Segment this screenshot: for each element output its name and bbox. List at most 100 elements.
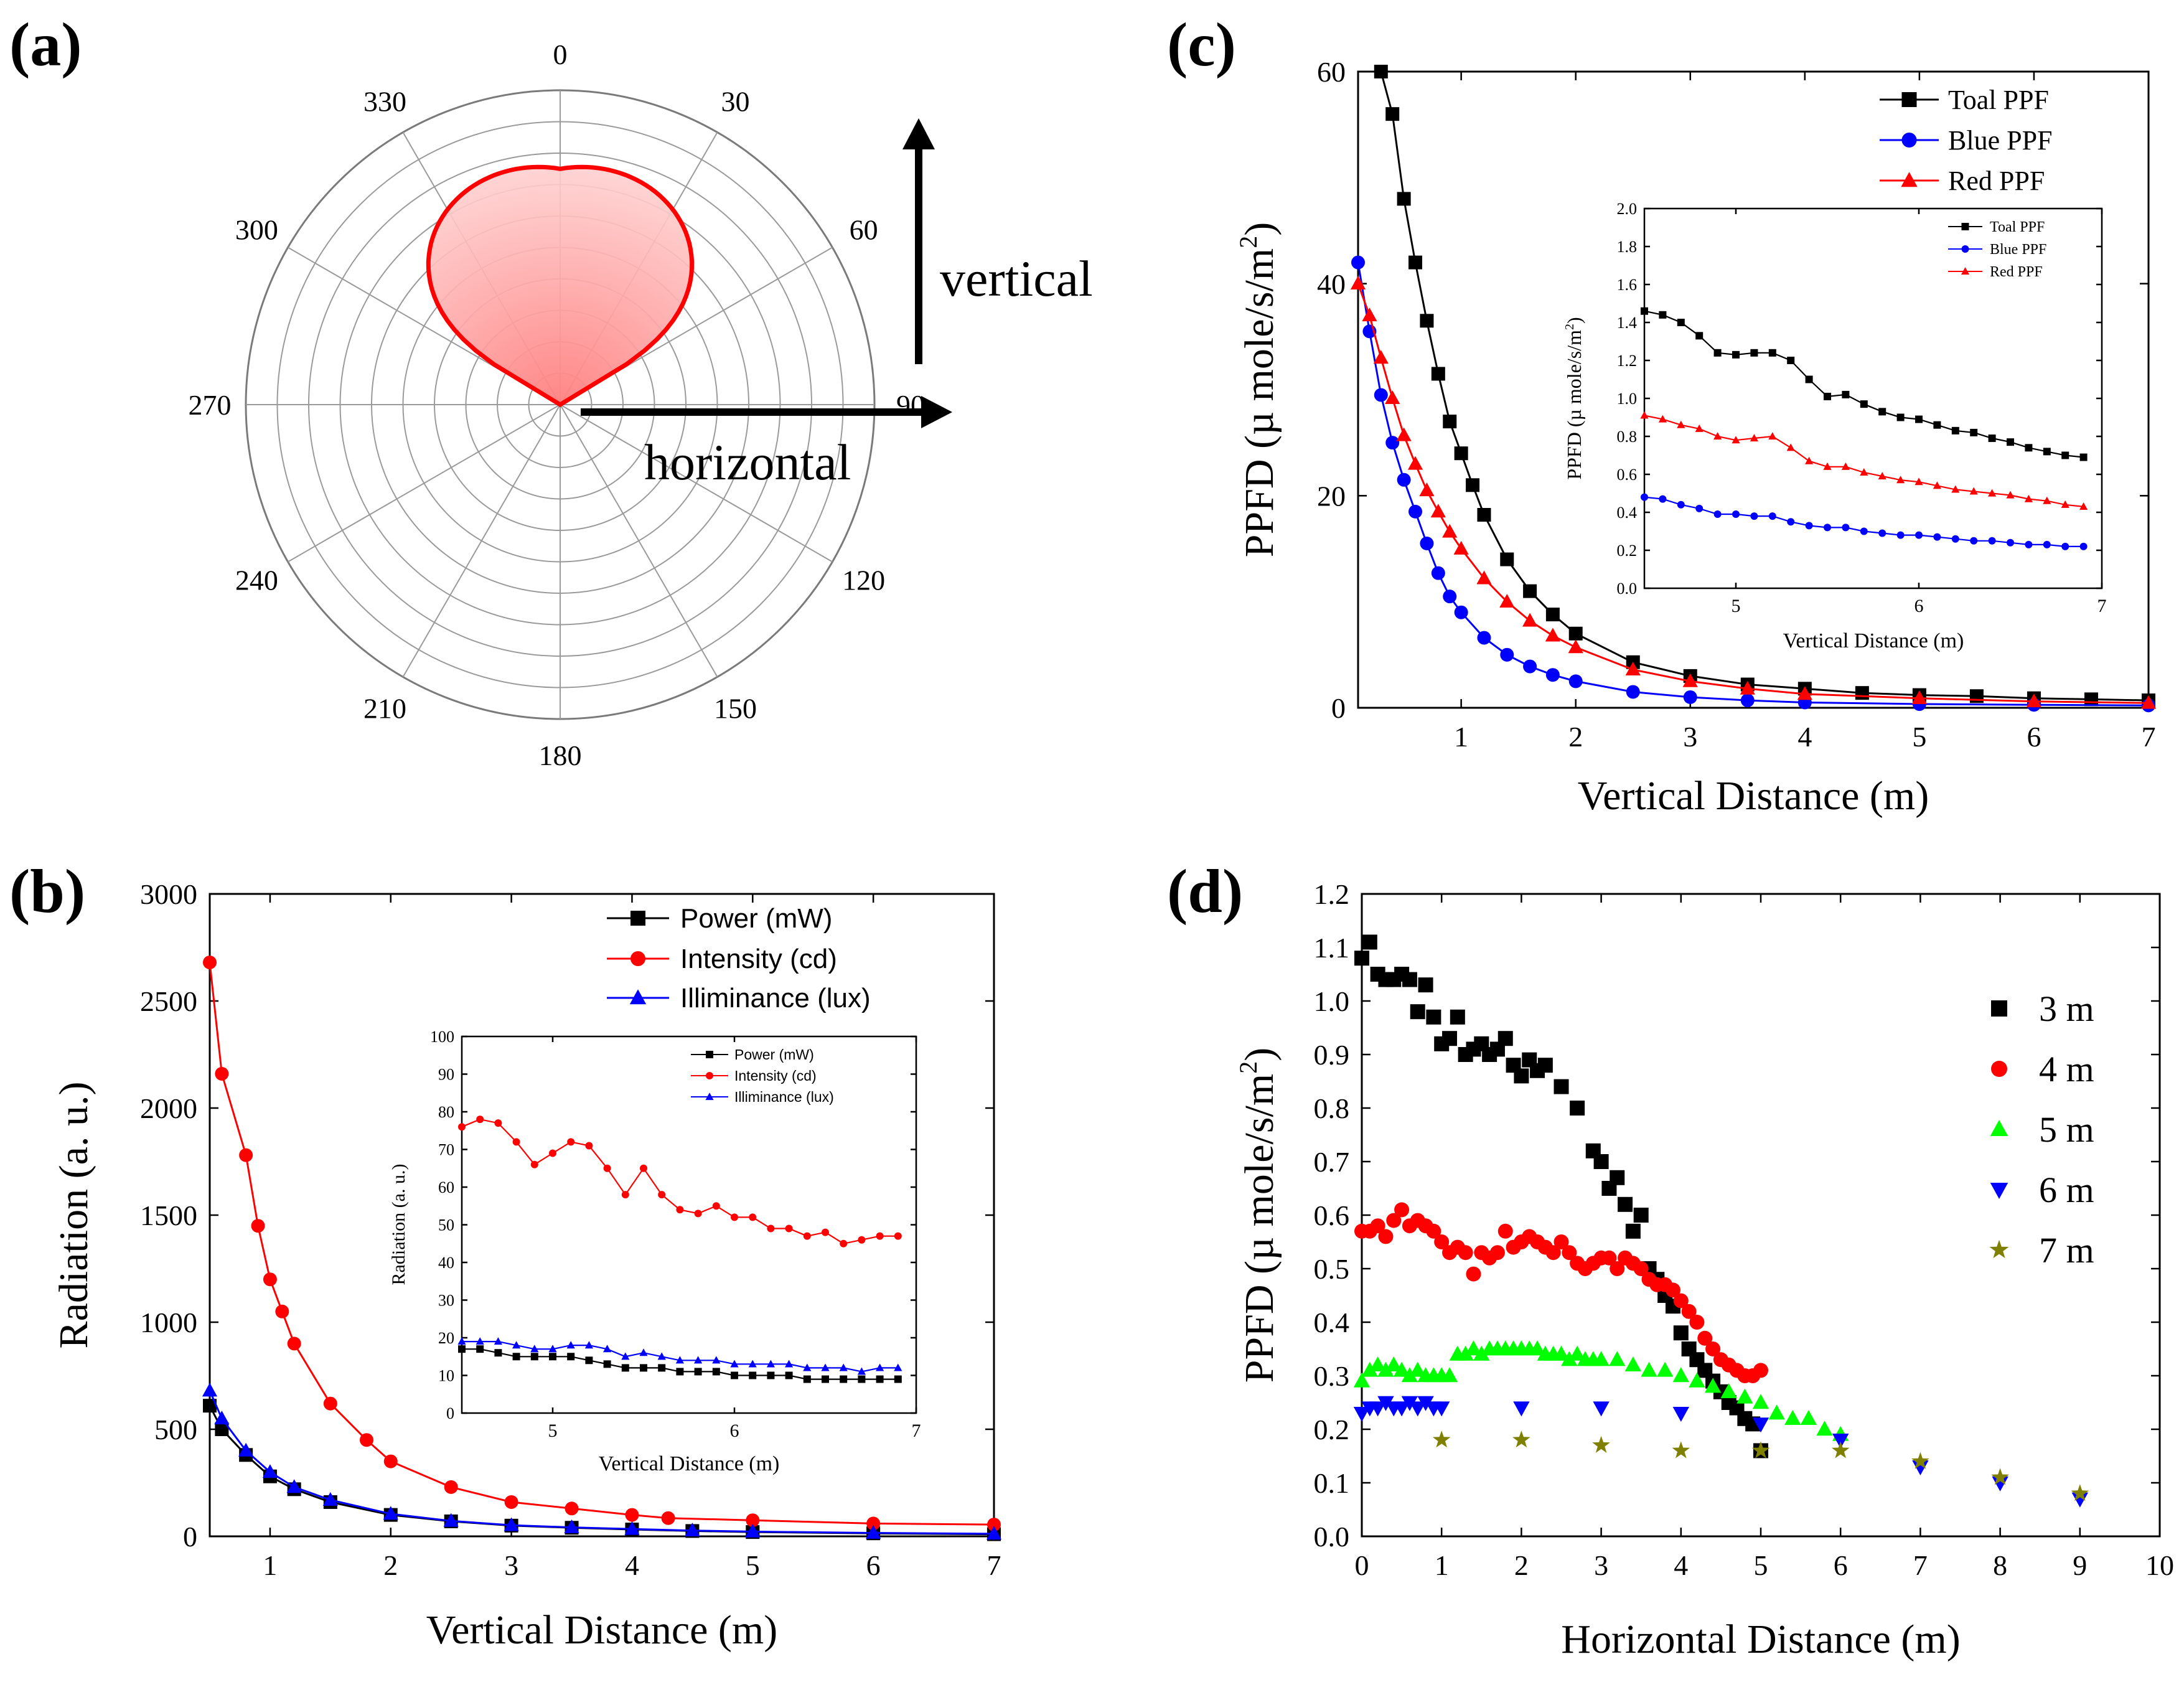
- data-point-red: [1407, 456, 1423, 470]
- y-tick-label: 40: [1317, 268, 1346, 300]
- inset-y-tick-label: 1.4: [1617, 314, 1638, 332]
- legend-marker-power: [706, 1051, 713, 1058]
- data-point-5m: [1752, 1394, 1769, 1409]
- angle-label-270: 270: [189, 389, 232, 421]
- y-tick-label: 3000: [140, 878, 197, 910]
- angle-label-180: 180: [539, 740, 582, 771]
- inset-y-tick-label: 100: [430, 1028, 454, 1046]
- polar-spoke: [560, 404, 718, 677]
- ppfd-vertical-chart: 1 2 3 4 5 6 7 0 20 40 60 Vertical Distan…: [1234, 56, 2157, 819]
- data-point-blue: [1397, 472, 1411, 487]
- inset-y-tick-labels: 0 10 20 30 40 50 60 70 80 90 100: [430, 1028, 454, 1422]
- data-point-3m: [1426, 1009, 1441, 1025]
- data-point-blue: [1750, 512, 1758, 520]
- angle-label-210: 210: [363, 693, 406, 725]
- data-point-4m: [1681, 1304, 1697, 1319]
- data-point-5m: [1720, 1383, 1737, 1398]
- inset-x-tick-label: 7: [912, 1421, 921, 1441]
- data-point-blue: [1951, 535, 1959, 543]
- data-point-power: [785, 1371, 793, 1379]
- data-point-illuminance: [262, 1464, 278, 1478]
- data-point-intensity: [549, 1149, 556, 1157]
- data-point-intensity: [894, 1232, 902, 1240]
- data-point-total: [1408, 255, 1423, 270]
- data-point-blue: [1896, 531, 1905, 539]
- data-point-6m: [1353, 1407, 1371, 1422]
- inset-y-tick-label: 0.8: [1617, 428, 1638, 446]
- legend-label-blue: Blue PPF: [1948, 125, 2053, 156]
- data-point-illuminance: [566, 1341, 575, 1349]
- legend: Toal PPF Blue PPF Red PPF: [1880, 85, 2053, 196]
- y-tick-label: 0.1: [1314, 1467, 1350, 1499]
- inset-axis-ticks: [1644, 207, 2103, 590]
- y-tick-label: 1.2: [1314, 878, 1350, 910]
- data-point-4m: [1753, 1363, 1768, 1378]
- data-point-blue: [1842, 524, 1850, 532]
- horizontal-arrow-head: [921, 396, 952, 428]
- data-point-4m: [1610, 1261, 1625, 1276]
- data-point-illuminance: [675, 1356, 684, 1364]
- angle-label-150: 150: [714, 693, 757, 725]
- legend-label-total: Toal PPF: [1948, 85, 2049, 115]
- legend-marker-total: [1961, 223, 1969, 230]
- plot-frame: [1357, 70, 2150, 709]
- y-tick-label: 0.5: [1314, 1253, 1350, 1285]
- legend-marker-blue: [1961, 245, 1969, 253]
- data-point-3m: [1354, 951, 1369, 966]
- x-axis-label: Horizontal Distance (m): [1561, 1617, 1960, 1662]
- inset-y-tick-label: 90: [438, 1066, 454, 1084]
- y-tick-label: 0: [1331, 692, 1346, 724]
- data-point-5m: [1624, 1356, 1642, 1371]
- data-point-blue: [2079, 542, 2088, 550]
- inset-legend-label-total: Toal PPF: [1990, 219, 2045, 235]
- data-point-6m: [1417, 1396, 1434, 1411]
- x-tick-label: 1: [1435, 1549, 1449, 1581]
- data-point-illuminance: [986, 1526, 1002, 1540]
- data-point-intensity: [749, 1213, 757, 1221]
- data-point-intensity: [585, 1142, 593, 1150]
- data-point-illuminance: [584, 1341, 593, 1349]
- x-axis-label: Vertical Distance (m): [1578, 773, 1929, 819]
- data-point-illuminance: [685, 1523, 700, 1537]
- panel-label-b: (b): [9, 857, 85, 926]
- data-point-intensity: [203, 956, 217, 970]
- data-point-intensity: [621, 1191, 629, 1199]
- data-point-total: [1374, 65, 1388, 78]
- data-point-6m: [1513, 1401, 1530, 1417]
- data-point-4m: [1489, 1245, 1505, 1261]
- data-point-illuminance: [730, 1360, 739, 1368]
- data-point-illuminance: [821, 1363, 830, 1371]
- data-point-total: [1420, 314, 1434, 328]
- data-point-intensity: [360, 1433, 373, 1447]
- data-point-red: [1453, 540, 1469, 555]
- data-point-total: [1855, 686, 1869, 700]
- ppfd-horizontal-chart: 0 1 2 3 4 5 6 7 8 9 10 0.0 0.1 0.2 0.3 0…: [1234, 878, 2174, 1662]
- data-point-blue: [2061, 542, 2069, 550]
- data-point-red: [1768, 432, 1777, 440]
- data-point-5m: [1353, 1372, 1371, 1388]
- data-point-illuminance: [766, 1360, 775, 1368]
- data-point-intensity: [822, 1228, 829, 1236]
- x-tick-labels: 1 2 3 4 5 6 7: [263, 1549, 1001, 1581]
- data-point-total: [1988, 435, 1996, 443]
- data-point-blue: [1523, 659, 1537, 674]
- legend: Power (mW) Intensity (cd) Illiminance (l…: [607, 903, 871, 1013]
- data-point-red: [1677, 420, 1685, 428]
- data-point-illuminance: [457, 1337, 466, 1345]
- data-point-red: [1476, 570, 1492, 585]
- data-point-6m: [1672, 1407, 1689, 1422]
- vertical-arrow-head: [902, 118, 935, 149]
- inset-y-tick-label: 1.6: [1617, 276, 1638, 294]
- x-tick-label: 6: [1834, 1549, 1848, 1581]
- data-point-4m: [1434, 1234, 1450, 1249]
- data-point-total: [1477, 507, 1491, 522]
- data-point-power: [494, 1349, 502, 1357]
- data-point-red: [1896, 476, 1905, 484]
- data-point-4m: [1665, 1282, 1680, 1298]
- data-point-power: [658, 1364, 666, 1372]
- data-point-total: [2007, 438, 2014, 446]
- data-point-4m: [1562, 1245, 1577, 1261]
- angle-label-60: 60: [850, 214, 878, 246]
- inset-legend-label-illuminance: Illiminance (lux): [734, 1089, 834, 1105]
- data-point-total: [2061, 451, 2069, 459]
